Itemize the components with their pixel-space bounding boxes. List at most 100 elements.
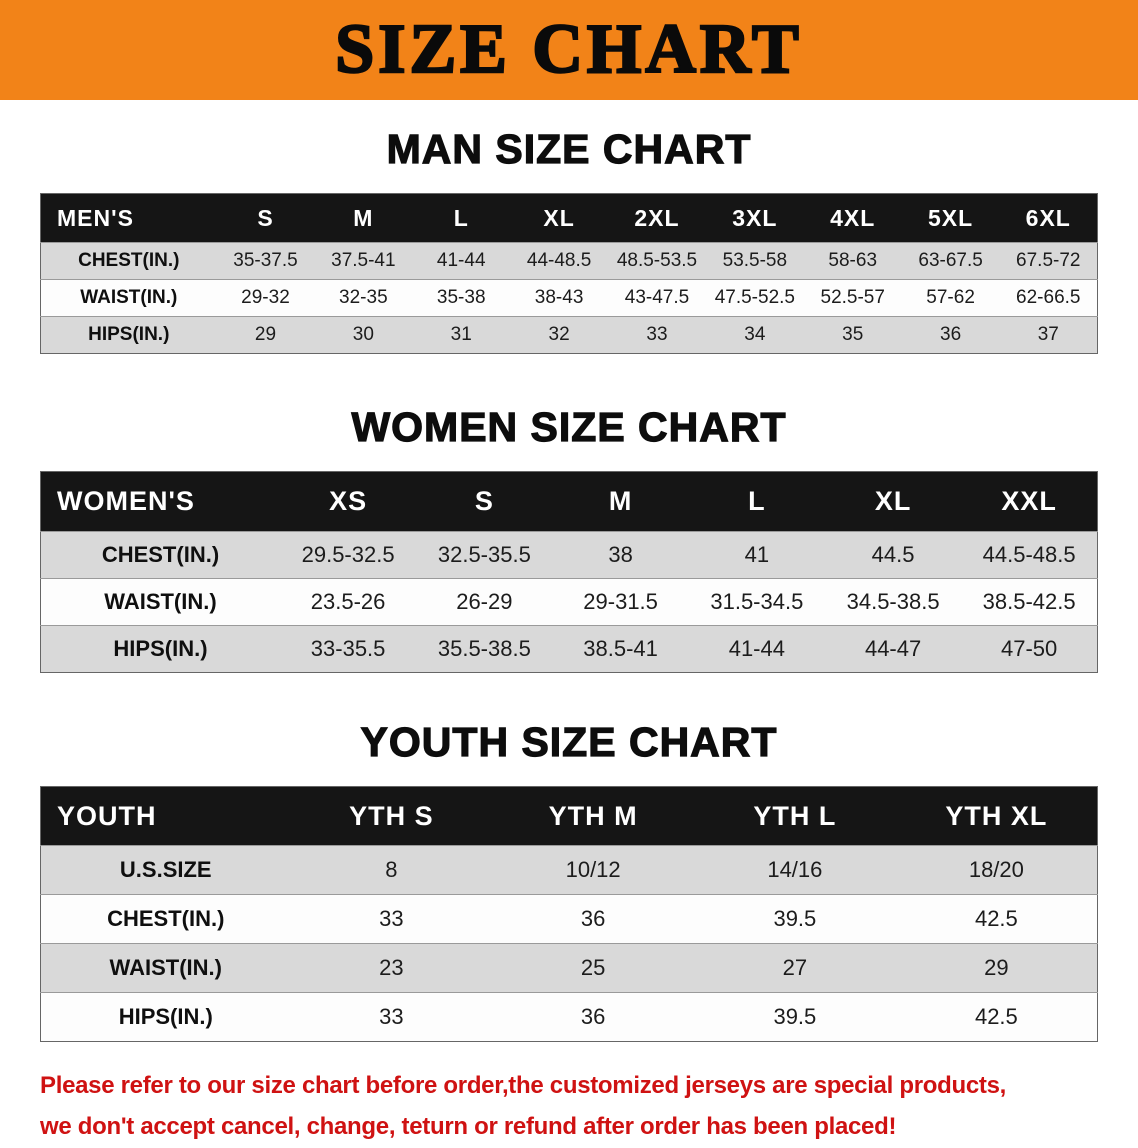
table-cell: 44.5-48.5: [961, 531, 1098, 579]
table-cell: 26-29: [416, 578, 553, 626]
table-cell: 33: [290, 992, 493, 1042]
table-cell: 42.5: [895, 992, 1098, 1042]
table-cell: 31: [412, 316, 511, 354]
table-cell: 41-44: [412, 242, 511, 280]
table-cell: 29: [895, 943, 1098, 993]
table-cell: 30: [314, 316, 413, 354]
table-cell: 29.5-32.5: [279, 531, 417, 579]
women-size-table: WOMEN'S XS S M L XL XXL CHEST(IN.) 29.5-32.5 32.5…: [40, 471, 1098, 673]
table-cell: 63-67.5: [901, 242, 1000, 280]
column-header: XL: [510, 193, 609, 243]
table-cell: 37.5-41: [314, 242, 413, 280]
disclaimer-note: Please refer to our size chart before or…: [40, 1066, 1124, 1148]
table-title: YOUTH: [40, 786, 291, 846]
table-cell: 44-48.5: [510, 242, 609, 280]
table-cell: 32.5-35.5: [416, 531, 553, 579]
man-size-chart-heading: MAN SIZE CHART: [386, 125, 752, 172]
table-cell: 58-63: [803, 242, 902, 280]
table-cell: 41: [688, 531, 825, 579]
table-cell: 38-43: [510, 279, 609, 317]
table-cell: 36: [901, 316, 1000, 354]
column-header: M: [314, 193, 413, 243]
table-cell: 36: [492, 894, 694, 944]
table-cell: 35.5-38.5: [416, 625, 553, 673]
table-cell: 44-47: [824, 625, 962, 673]
table-cell: 33: [608, 316, 706, 354]
table-cell: 10/12: [492, 845, 694, 895]
table-row: HIPS(IN.) 29 30 31 32 33 34 35 36 37: [40, 316, 1098, 354]
row-label: HIPS(IN.): [40, 992, 291, 1042]
table-cell: 38: [552, 531, 689, 579]
row-label: CHEST(IN.): [40, 242, 217, 280]
size-table: YOUTH YTH S YTH M YTH L YTH XL U.S.SIZE 8 10/12…: [40, 786, 1098, 1042]
table-cell: 36: [492, 992, 694, 1042]
table-cell: 47.5-52.5: [705, 279, 804, 317]
table-cell: 47-50: [961, 625, 1098, 673]
table-cell: 43-47.5: [608, 279, 706, 317]
row-label: CHEST(IN.): [40, 894, 291, 944]
table-cell: 62-66.5: [999, 279, 1098, 317]
column-header: XS: [279, 471, 417, 532]
table-cell: 32-35: [314, 279, 413, 317]
table-title: MEN'S: [40, 193, 217, 243]
size-table: WOMEN'S XS S M L XL XXL CHEST(IN.) 29.5-32.5 32.5…: [40, 471, 1098, 673]
table-cell: 57-62: [901, 279, 1000, 317]
table-row: CHEST(IN.) 35-37.5 37.5-41 41-44 44-48.5 48.5…: [40, 242, 1098, 280]
column-header: S: [216, 193, 315, 243]
disclaimer-line-1: Please refer to our size chart before or…: [40, 1072, 1006, 1099]
table-cell: 23.5-26: [279, 578, 417, 626]
row-label: HIPS(IN.): [40, 316, 217, 354]
column-header: 6XL: [999, 193, 1098, 243]
table-row: WAIST(IN.) 29-32 32-35 35-38 38-43 43-47.5 47.…: [40, 279, 1098, 317]
table-cell: 32: [510, 316, 609, 354]
disclaimer-line-2: we don't accept cancel, change, teturn o…: [40, 1112, 897, 1140]
table-cell: 67.5-72: [999, 242, 1098, 280]
column-header: YTH S: [290, 786, 493, 846]
table-cell: 44.5: [824, 531, 962, 579]
table-title: WOMEN'S: [40, 471, 280, 532]
table-cell: 29-32: [216, 279, 315, 317]
women-size-chart-heading: WOMEN SIZE CHART: [351, 403, 787, 450]
table-cell: 8: [290, 845, 493, 895]
column-header: 5XL: [901, 193, 1000, 243]
table-cell: 52.5-57: [803, 279, 902, 317]
table-cell: 25: [492, 943, 694, 993]
banner: SIZE CHART: [0, 0, 1138, 100]
table-cell: 48.5-53.5: [608, 242, 706, 280]
table-cell: 33: [290, 894, 493, 944]
table-cell: 37: [999, 316, 1098, 354]
column-header: YTH L: [694, 786, 896, 846]
table-row: HIPS(IN.) 33 36 39.5 42.5: [40, 992, 1098, 1042]
youth-size-chart-section: YOUTH SIZE CHART YOUTH YTH S YTH M YTH L YTH…: [0, 718, 1138, 1042]
table-row: CHEST(IN.) 29.5-32.5 32.5-35.5 38 41 44.5 44.5…: [40, 531, 1098, 579]
column-header: XL: [824, 471, 962, 532]
table-cell: 53.5-58: [705, 242, 804, 280]
men-size-table: MEN'S S M L XL 2XL 3XL 4XL 5XL 6XL CHEST(IN.) 35-37…: [40, 193, 1098, 354]
column-header: YTH M: [492, 786, 694, 846]
banner-title: SIZE CHART: [334, 10, 803, 90]
table-cell: 38.5-41: [552, 625, 689, 673]
table-cell: 38.5-42.5: [961, 578, 1098, 626]
column-header: L: [688, 471, 825, 532]
table-cell: 34.5-38.5: [824, 578, 962, 626]
table-cell: 35: [803, 316, 902, 354]
table-cell: 39.5: [694, 894, 896, 944]
table-cell: 39.5: [694, 992, 896, 1042]
column-header: XXL: [961, 471, 1098, 532]
header-row: WOMEN'S XS S M L XL XXL: [40, 471, 1098, 532]
row-label: HIPS(IN.): [40, 625, 280, 673]
table-cell: 29-31.5: [552, 578, 689, 626]
row-label: CHEST(IN.): [40, 531, 280, 579]
table-cell: 31.5-34.5: [688, 578, 825, 626]
row-label: WAIST(IN.): [40, 279, 217, 317]
column-header: YTH XL: [895, 786, 1098, 846]
column-header: L: [412, 193, 511, 243]
table-cell: 41-44: [688, 625, 825, 673]
table-cell: 34: [705, 316, 804, 354]
table-cell: 29: [216, 316, 315, 354]
table-row: WAIST(IN.) 23.5-26 26-29 29-31.5 31.5-34.5 34…: [40, 578, 1098, 626]
table-cell: 18/20: [895, 845, 1098, 895]
table-row: HIPS(IN.) 33-35.5 35.5-38.5 38.5-41 41-44 44-…: [40, 625, 1098, 673]
table-cell: 35-37.5: [216, 242, 315, 280]
